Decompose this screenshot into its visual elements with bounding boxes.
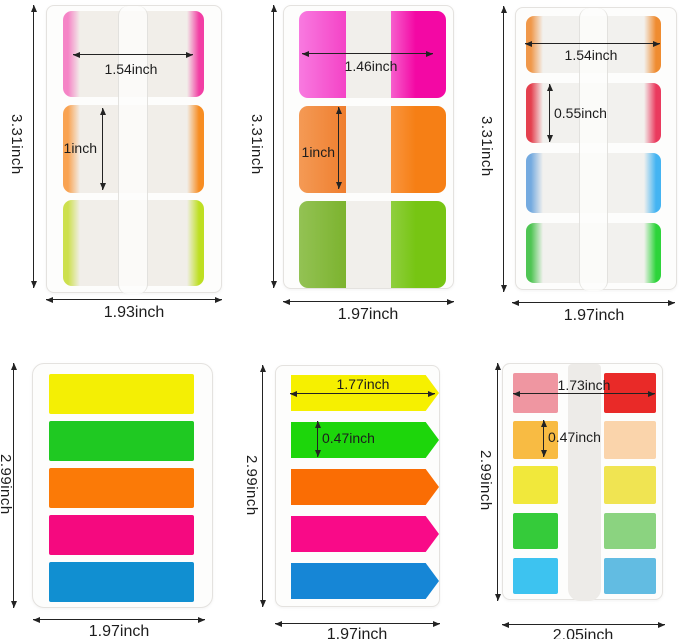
- strip-pink: [49, 515, 194, 555]
- width-dimension-label: 1.97inch: [563, 307, 625, 324]
- tab-height-label: 0.55inch: [554, 105, 607, 121]
- tab-right-half: [391, 11, 446, 98]
- strip-pad: [32, 363, 213, 608]
- tab-row-green: [299, 201, 446, 288]
- width-dimension-label: 2.05inch: [552, 627, 614, 639]
- row-width-label: 1.73inch: [557, 377, 611, 393]
- tab-pink: [63, 11, 204, 97]
- tab-row-orange: [299, 106, 446, 193]
- tab-width-label: 1.54inch: [564, 47, 618, 63]
- tab-pad: [515, 7, 677, 291]
- height-dimension-arrow: [33, 5, 34, 288]
- tab-yellow-left: [513, 466, 558, 504]
- tab-blue: [526, 153, 661, 213]
- tab-peach-right: [604, 421, 656, 459]
- width-dimension-label: 1.93inch: [103, 304, 165, 321]
- tab-row-pink: [299, 11, 446, 98]
- tab-pad: [502, 363, 663, 601]
- tab-red-right: [604, 373, 656, 413]
- flag-height-arrow: [317, 421, 318, 457]
- height-dimension-label: 2.99inch: [243, 455, 260, 516]
- tab-green: [63, 200, 204, 286]
- strip-green: [49, 421, 194, 461]
- tab-width-arrow: [73, 54, 193, 55]
- width-dimension-arrow: [283, 301, 454, 302]
- width-dimension-arrow: [512, 302, 675, 303]
- flag-green: [291, 422, 439, 458]
- width-dimension-arrow: [33, 619, 205, 620]
- height-dimension-arrow: [13, 363, 14, 608]
- flag-yellow: [291, 375, 439, 411]
- flag-pink: [291, 516, 439, 552]
- strip-yellow: [49, 374, 194, 414]
- tab-green-left: [513, 513, 558, 549]
- tab-pad: [46, 5, 222, 294]
- tab-cyan-left: [513, 558, 558, 594]
- height-dimension-label: 3.31inch: [8, 114, 25, 175]
- width-dimension-label: 1.97inch: [337, 306, 399, 323]
- backing-gap: [346, 11, 391, 98]
- flag-orange: [291, 469, 439, 505]
- backing-gap: [346, 106, 391, 193]
- tab-orange: [63, 105, 204, 193]
- backing-strip: [579, 8, 608, 291]
- height-dimension-arrow: [497, 363, 498, 601]
- tab-left-half: [299, 201, 346, 288]
- tab-blue-right: [604, 558, 656, 594]
- tab-red: [526, 83, 661, 143]
- backing-gap: [346, 201, 391, 288]
- tab-width-label: 1.54inch: [104, 61, 158, 77]
- tab-right-half: [391, 201, 446, 288]
- backing-strip: [568, 364, 601, 601]
- tab-height-label: 0.47inch: [548, 429, 601, 445]
- height-dimension-label: 3.31inch: [248, 114, 265, 175]
- tab-yellow-right: [604, 466, 656, 504]
- flag-width-arrow: [290, 393, 435, 394]
- tab-left-half: [299, 106, 346, 193]
- flag-height-label: 0.47inch: [322, 430, 375, 446]
- strip-orange: [49, 468, 194, 508]
- tab-height-arrow: [338, 107, 339, 189]
- tab-orange: [526, 16, 661, 73]
- width-dimension-label: 1.97inch: [88, 623, 150, 639]
- tab-pink-left: [513, 373, 558, 413]
- height-dimension-label: 2.99inch: [0, 454, 14, 515]
- tab-height-arrow: [102, 108, 103, 190]
- tab-height-label: 1inch: [63, 140, 97, 156]
- width-dimension-label: 1.97inch: [326, 626, 388, 639]
- flag-width-label: 1.77inch: [336, 376, 390, 392]
- tab-amber-left: [513, 421, 558, 459]
- width-dimension-arrow: [46, 299, 222, 300]
- height-dimension-arrow: [273, 5, 274, 288]
- tab-left-half: [299, 11, 346, 98]
- flag-pad: [275, 365, 440, 607]
- tab-green-right: [604, 513, 656, 549]
- tab-width-arrow: [302, 53, 433, 54]
- tab-width-arrow: [525, 43, 660, 44]
- height-dimension-arrow: [503, 6, 504, 292]
- width-dimension-arrow: [502, 624, 665, 625]
- tab-green: [526, 223, 661, 283]
- flag-blue: [291, 563, 439, 599]
- tab-pad: [283, 5, 454, 289]
- tab-height-arrow: [543, 420, 544, 457]
- tab-width-label: 1.46inch: [344, 58, 398, 74]
- row-width-arrow: [513, 393, 655, 394]
- height-dimension-label: 3.31inch: [478, 116, 495, 177]
- width-dimension-arrow: [275, 623, 440, 624]
- tab-height-label: 1inch: [301, 144, 335, 160]
- strip-blue: [49, 562, 194, 602]
- height-dimension-label: 2.99inch: [477, 450, 494, 511]
- tab-right-half: [391, 106, 446, 193]
- height-dimension-arrow: [262, 365, 263, 607]
- tab-height-arrow: [549, 84, 550, 142]
- backing-strip: [118, 6, 148, 294]
